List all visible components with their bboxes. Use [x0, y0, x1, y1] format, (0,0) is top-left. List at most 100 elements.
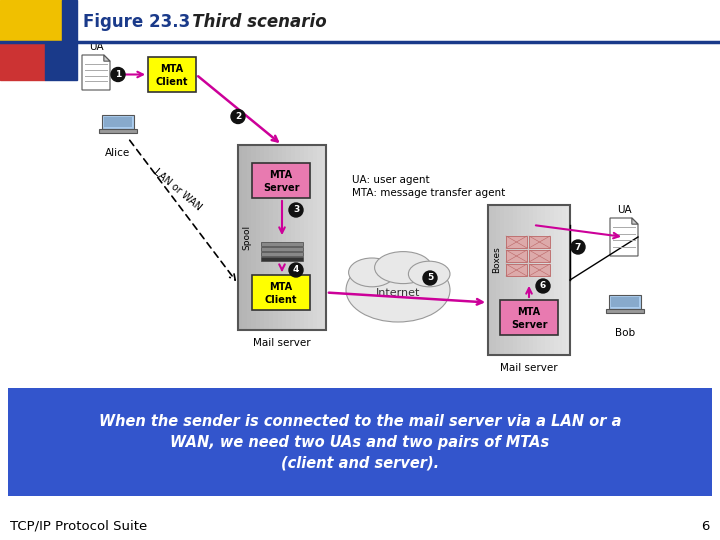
Bar: [546, 205, 551, 355]
Bar: [500, 300, 558, 335]
Bar: [278, 145, 283, 330]
Bar: [304, 145, 310, 330]
Bar: [318, 145, 323, 330]
Text: Mail server: Mail server: [253, 338, 311, 348]
Bar: [261, 242, 303, 246]
Circle shape: [289, 263, 303, 277]
Bar: [488, 205, 570, 355]
Text: 2: 2: [235, 112, 241, 121]
Bar: [247, 145, 252, 330]
Circle shape: [231, 110, 245, 124]
Text: UA: user agent: UA: user agent: [352, 175, 430, 185]
Bar: [562, 205, 567, 355]
Bar: [99, 129, 137, 133]
Bar: [273, 145, 279, 330]
Bar: [0, 0, 62, 42]
Bar: [300, 145, 305, 330]
Text: When the sender is connected to the mail server via a LAN or a
WAN, we need two : When the sender is connected to the mail…: [99, 414, 621, 470]
Bar: [611, 297, 639, 307]
Polygon shape: [104, 55, 110, 61]
Bar: [541, 205, 546, 355]
Ellipse shape: [348, 258, 395, 287]
Bar: [308, 145, 314, 330]
Circle shape: [571, 240, 585, 254]
Bar: [488, 205, 493, 355]
Text: MTA: MTA: [518, 307, 541, 317]
Bar: [238, 145, 243, 330]
Text: Mail server: Mail server: [500, 363, 558, 373]
Bar: [102, 115, 134, 129]
Text: UA: UA: [617, 205, 631, 215]
Polygon shape: [632, 218, 638, 224]
Bar: [554, 205, 559, 355]
Bar: [269, 145, 274, 330]
Text: 3: 3: [293, 206, 299, 214]
Text: 6: 6: [701, 519, 710, 532]
Bar: [496, 205, 501, 355]
Ellipse shape: [374, 252, 432, 284]
Text: Third scenario: Third scenario: [175, 13, 327, 31]
Circle shape: [423, 271, 437, 285]
Text: Boxes: Boxes: [492, 247, 502, 273]
Bar: [529, 250, 550, 262]
Bar: [513, 205, 518, 355]
Bar: [517, 205, 522, 355]
Bar: [566, 205, 571, 355]
Text: Server: Server: [263, 183, 300, 193]
Ellipse shape: [346, 258, 450, 322]
Bar: [148, 57, 196, 92]
Text: 1: 1: [115, 70, 121, 79]
Bar: [261, 247, 303, 251]
Bar: [505, 205, 510, 355]
Ellipse shape: [408, 261, 450, 287]
Bar: [529, 236, 550, 248]
Polygon shape: [82, 55, 110, 90]
Bar: [609, 295, 641, 309]
Text: LAN or WAN: LAN or WAN: [152, 167, 204, 213]
Bar: [549, 205, 554, 355]
Bar: [529, 205, 534, 355]
Bar: [251, 145, 256, 330]
Bar: [0, 42, 45, 80]
Circle shape: [536, 279, 550, 293]
Text: Server: Server: [510, 320, 547, 330]
Bar: [252, 275, 310, 310]
Bar: [260, 145, 266, 330]
Bar: [529, 264, 550, 276]
Bar: [492, 205, 498, 355]
Bar: [264, 145, 270, 330]
Bar: [533, 205, 539, 355]
Bar: [322, 145, 327, 330]
Text: 4: 4: [293, 266, 300, 274]
Bar: [261, 252, 303, 256]
Text: UA: UA: [89, 42, 103, 52]
Bar: [287, 145, 292, 330]
Bar: [558, 205, 563, 355]
Bar: [104, 117, 132, 127]
Bar: [606, 309, 644, 313]
Bar: [525, 205, 530, 355]
Text: Bob: Bob: [615, 328, 635, 338]
Text: Internet: Internet: [376, 288, 420, 298]
Bar: [500, 205, 505, 355]
Bar: [261, 257, 303, 261]
Bar: [282, 145, 287, 330]
Circle shape: [111, 68, 125, 82]
Text: 7: 7: [575, 242, 581, 252]
Text: MTA: MTA: [269, 282, 292, 292]
Bar: [506, 264, 527, 276]
Text: Client: Client: [156, 77, 188, 87]
Bar: [62, 0, 77, 42]
Bar: [243, 145, 248, 330]
Bar: [256, 145, 261, 330]
Text: 5: 5: [427, 273, 433, 282]
Bar: [295, 145, 301, 330]
Text: Spool: Spool: [243, 225, 251, 250]
Bar: [521, 205, 526, 355]
Text: MTA: MTA: [269, 170, 292, 180]
Bar: [508, 205, 513, 355]
Bar: [506, 250, 527, 262]
Bar: [45, 42, 77, 80]
Bar: [291, 145, 296, 330]
Bar: [506, 236, 527, 248]
